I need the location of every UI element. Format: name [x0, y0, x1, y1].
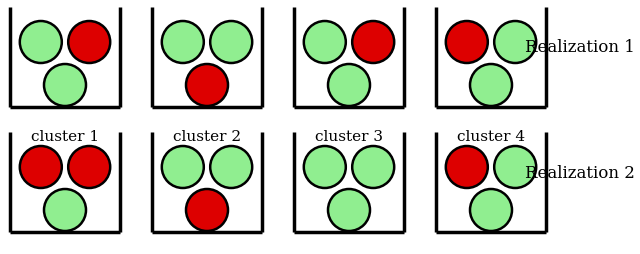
Circle shape	[210, 146, 252, 188]
Circle shape	[470, 65, 512, 107]
Circle shape	[162, 146, 204, 188]
Circle shape	[186, 65, 228, 107]
Circle shape	[446, 146, 488, 188]
Text: Realization 2: Realization 2	[525, 164, 635, 181]
Circle shape	[328, 189, 370, 231]
Text: Realization 1: Realization 1	[525, 39, 635, 56]
Circle shape	[44, 65, 86, 107]
Circle shape	[352, 146, 394, 188]
Circle shape	[68, 22, 110, 64]
Text: cluster 3: cluster 3	[315, 130, 383, 144]
Circle shape	[44, 189, 86, 231]
Circle shape	[68, 146, 110, 188]
Circle shape	[210, 22, 252, 64]
Text: cluster 1: cluster 1	[31, 130, 99, 144]
Circle shape	[304, 146, 346, 188]
Circle shape	[352, 22, 394, 64]
Circle shape	[494, 146, 536, 188]
Text: cluster 2: cluster 2	[173, 130, 241, 144]
Circle shape	[186, 189, 228, 231]
Circle shape	[494, 22, 536, 64]
Circle shape	[328, 65, 370, 107]
Circle shape	[446, 22, 488, 64]
Circle shape	[20, 22, 62, 64]
Text: cluster 4: cluster 4	[457, 130, 525, 144]
Circle shape	[162, 22, 204, 64]
Circle shape	[470, 189, 512, 231]
Circle shape	[20, 146, 62, 188]
Circle shape	[304, 22, 346, 64]
